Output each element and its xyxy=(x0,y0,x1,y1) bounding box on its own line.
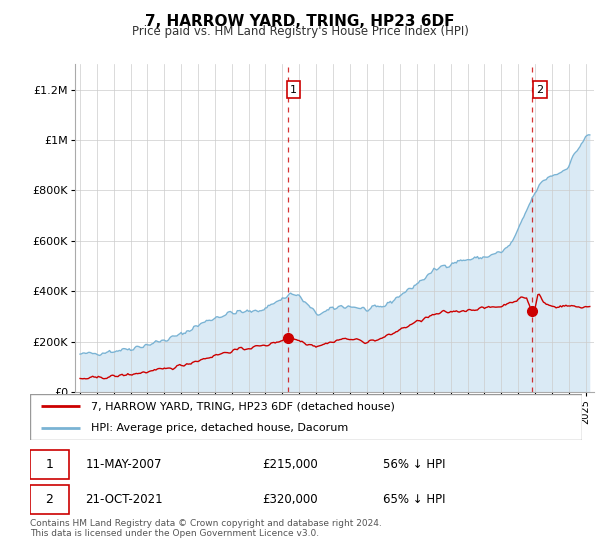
Text: 7, HARROW YARD, TRING, HP23 6DF: 7, HARROW YARD, TRING, HP23 6DF xyxy=(145,14,455,29)
Text: £215,000: £215,000 xyxy=(262,458,317,471)
Text: 1: 1 xyxy=(290,85,297,95)
Text: 2: 2 xyxy=(46,493,53,506)
Text: 11-MAY-2007: 11-MAY-2007 xyxy=(85,458,162,471)
Text: 21-OCT-2021: 21-OCT-2021 xyxy=(85,493,163,506)
Text: 7, HARROW YARD, TRING, HP23 6DF (detached house): 7, HARROW YARD, TRING, HP23 6DF (detache… xyxy=(91,401,395,411)
Bar xyxy=(30,485,68,514)
Text: Price paid vs. HM Land Registry's House Price Index (HPI): Price paid vs. HM Land Registry's House … xyxy=(131,25,469,38)
Text: 56% ↓ HPI: 56% ↓ HPI xyxy=(383,458,446,471)
Text: 65% ↓ HPI: 65% ↓ HPI xyxy=(383,493,446,506)
Bar xyxy=(30,450,68,479)
Text: 1: 1 xyxy=(46,458,53,471)
Text: 2: 2 xyxy=(536,85,544,95)
Text: Contains HM Land Registry data © Crown copyright and database right 2024.
This d: Contains HM Land Registry data © Crown c… xyxy=(30,519,382,538)
Text: HPI: Average price, detached house, Dacorum: HPI: Average price, detached house, Daco… xyxy=(91,423,348,433)
Text: £320,000: £320,000 xyxy=(262,493,317,506)
